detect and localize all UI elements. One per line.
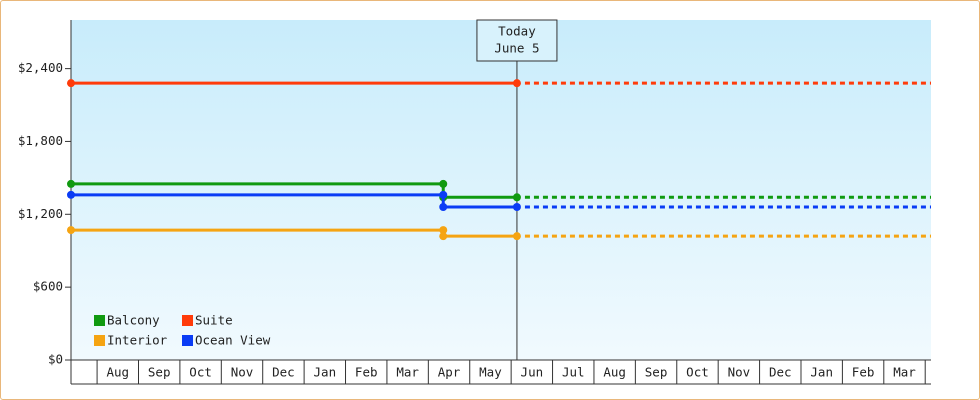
- x-tick-label: Apr: [438, 365, 461, 380]
- x-tick-label: Nov: [728, 365, 751, 380]
- x-tick-label: Sep: [148, 365, 171, 380]
- y-tick-label: $1,800: [18, 133, 63, 148]
- series-line: [71, 193, 517, 209]
- x-tick-label: Jan: [314, 365, 337, 380]
- x-tick-label: Oct: [189, 365, 212, 380]
- point: [512, 193, 521, 202]
- point: [67, 79, 75, 88]
- point: [512, 232, 521, 241]
- point: [67, 226, 75, 235]
- x-tick-label: Aug: [106, 365, 129, 380]
- legend-swatch: [182, 315, 193, 326]
- legend-label: Balcony: [107, 313, 160, 328]
- today-label: June 5: [494, 41, 539, 56]
- legend-label: Suite: [195, 313, 233, 328]
- legend-swatch: [94, 315, 105, 326]
- point: [67, 179, 75, 188]
- y-tick-label: $1,200: [18, 206, 63, 221]
- point: [67, 190, 75, 199]
- point: [512, 79, 521, 88]
- x-tick-label: Jun: [521, 365, 544, 380]
- point: [439, 203, 448, 211]
- today-label: Today: [498, 24, 536, 39]
- x-tick-label: Oct: [686, 365, 709, 380]
- x-tick-label: Dec: [769, 365, 792, 380]
- x-tick-label: Feb: [852, 365, 875, 380]
- legend-label: Ocean View: [195, 333, 271, 348]
- legend-swatch: [94, 335, 105, 346]
- series-line: [71, 182, 517, 199]
- y-tick-label: $2,400: [18, 60, 63, 75]
- x-tick-label: Jul: [562, 365, 585, 380]
- legend-label: Interior: [107, 333, 168, 348]
- x-tick-label: Mar: [893, 365, 916, 380]
- y-tick-label: $600: [33, 279, 63, 294]
- x-tick-label: May: [479, 365, 502, 380]
- y-tick-label: $0: [48, 352, 63, 367]
- point: [439, 179, 448, 188]
- today-box: [476, 19, 558, 62]
- point: [439, 226, 448, 235]
- legend-swatch: [182, 335, 193, 346]
- plot-background: [71, 20, 931, 360]
- point: [439, 232, 448, 241]
- point: [439, 190, 448, 199]
- x-tick-label: Nov: [231, 365, 254, 380]
- x-tick-label: Feb: [355, 365, 378, 380]
- x-tick-label: Aug: [603, 365, 626, 380]
- x-tick-label: Sep: [645, 365, 668, 380]
- x-tick-label: Jan: [810, 365, 833, 380]
- point: [512, 203, 521, 211]
- x-tick-label: Dec: [272, 365, 295, 380]
- x-tick-label: Mar: [396, 365, 419, 380]
